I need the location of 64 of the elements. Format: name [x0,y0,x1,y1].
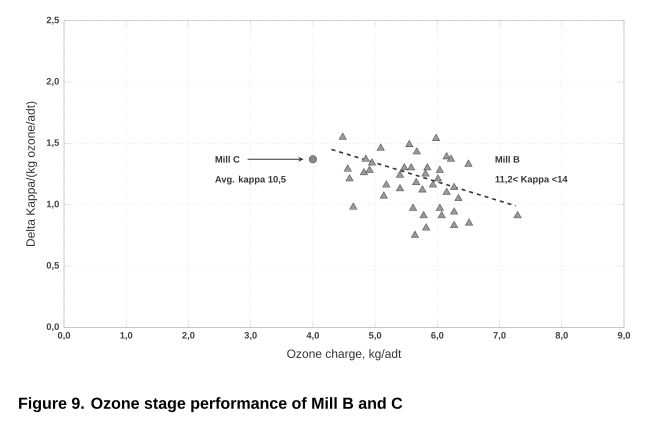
point [407,163,416,170]
point [432,134,440,141]
point [418,185,426,192]
point [412,147,421,154]
point [400,163,408,170]
point [438,211,446,218]
point [420,211,428,218]
x-axis-title: Ozone charge, kg/adt [287,349,402,360]
point [344,164,352,172]
point [360,168,368,176]
y-tick-label: 1,5 [46,139,60,148]
point [422,169,430,176]
point [308,155,317,164]
x-tick-label: 7,0 [493,332,506,340]
y-axis-title: Delta Kappa/(kg ozone/adt) [26,102,38,246]
point [405,140,414,147]
point [362,154,370,162]
x-tick-label: 8,0 [556,332,568,340]
point [412,178,420,185]
point [429,180,437,188]
point [454,194,462,201]
point [396,184,404,192]
point [442,188,451,195]
annotation: Avg. kappa 10,5 [215,176,286,184]
point [436,166,444,173]
point [366,166,374,173]
y-tick-label: 0,0 [46,323,59,332]
point [423,163,432,170]
point [382,180,390,188]
point [450,182,458,190]
x-tick-label: 6,0 [431,332,444,340]
point [368,158,376,166]
point [465,218,474,226]
annotation: Mill C [216,156,240,163]
point [338,132,347,140]
point [380,192,388,198]
point [376,144,385,151]
point [410,230,419,238]
y-tick-label: 0,5 [46,262,60,270]
point [346,174,354,182]
y-tick-label: 2,5 [46,16,60,25]
text: Figure 9. Ozone stage performance of Mill B and C [19,397,402,412]
x-tick-label: 0,0 [58,332,70,340]
point [514,211,522,218]
x-tick-label: 4,0 [306,332,319,340]
y-tick-label: 1,0 [46,200,59,209]
point [409,204,418,211]
annotation: 11,2< Kappa <14 [496,176,568,184]
point [349,202,358,210]
point [464,160,472,167]
point [422,223,430,230]
point [434,174,442,182]
point [450,220,458,228]
x-tick-label: 1,0 [120,332,132,340]
point [447,154,455,162]
point [450,207,458,214]
x-tick-label: 9,0 [618,332,630,340]
point [396,170,404,178]
annotation: Mill B [496,156,520,163]
y-tick-label: 2,0 [46,78,59,86]
x-tick-label: 3,0 [244,332,257,340]
x-tick-label: 2,0 [182,332,195,340]
x-tick-label: 5,0 [368,332,382,340]
point [436,204,444,211]
